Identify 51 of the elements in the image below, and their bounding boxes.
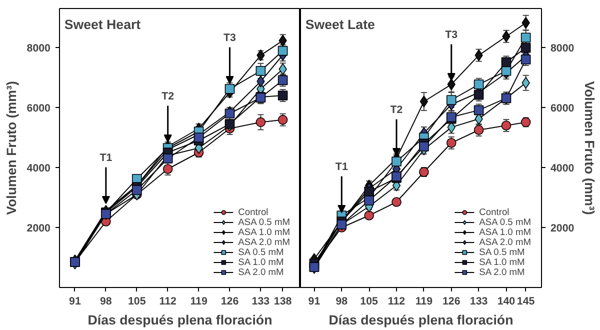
x-tick-label: 140 bbox=[497, 296, 516, 308]
legend-label: ASA 1.0 mM bbox=[479, 227, 531, 237]
x-tick-label: 112 bbox=[388, 296, 406, 308]
x-tick-label: 126 bbox=[220, 296, 239, 308]
y-tick-label: 8000 bbox=[26, 42, 51, 54]
legend-label: SA 1.0 mM bbox=[479, 257, 525, 267]
y-tick-label: 6000 bbox=[26, 102, 51, 114]
y-tick-label: 2000 bbox=[26, 222, 51, 234]
x-tick-label: 105 bbox=[360, 296, 378, 308]
y-tick-label: 6000 bbox=[550, 102, 574, 114]
legend-label: SA 1.0 mM bbox=[238, 257, 284, 267]
x-tick-label: 119 bbox=[415, 296, 433, 308]
x-tick-label: 133 bbox=[470, 296, 488, 308]
x-tick-label: 98 bbox=[336, 296, 348, 308]
legend-label: ASA 2.0 mM bbox=[238, 237, 290, 247]
text: Sweet Late bbox=[305, 16, 375, 32]
y-tick-label: 4000 bbox=[550, 162, 574, 174]
x-tick-label: 126 bbox=[442, 296, 460, 308]
y-tick-label: 4000 bbox=[26, 162, 51, 174]
legend-label: ASA 0.5 mM bbox=[479, 217, 531, 227]
legend-label: ASA 1.0 mM bbox=[238, 227, 290, 237]
annotation: T3 bbox=[445, 29, 458, 42]
x-tick-label: 145 bbox=[516, 296, 535, 308]
y-tick-label: 8000 bbox=[550, 42, 574, 54]
x-axis-title: Días después plena floración bbox=[328, 312, 514, 328]
x-tick-label: 91 bbox=[308, 296, 320, 308]
x-tick-label: 112 bbox=[159, 296, 177, 308]
x-tick-label: 91 bbox=[69, 296, 81, 308]
text: Sweet Heart bbox=[64, 16, 142, 32]
legend-label: SA 0.5 mM bbox=[479, 247, 525, 257]
x-tick-label: 133 bbox=[252, 296, 270, 308]
legend-label: SA 2.0 mM bbox=[479, 267, 525, 277]
x-tick-label: 98 bbox=[100, 296, 112, 308]
legend-label: SA 0.5 mM bbox=[238, 247, 284, 257]
x-tick-label: 119 bbox=[190, 296, 208, 308]
y-axis-title: Volumen Fruto (mm³) bbox=[4, 81, 19, 215]
legend-label: SA 2.0 mM bbox=[238, 267, 284, 277]
annotation: T2 bbox=[390, 104, 403, 116]
legend-label: ASA 0.5 mM bbox=[238, 217, 290, 227]
legend-label: Control bbox=[479, 207, 510, 217]
x-axis-title: Días después plena floración bbox=[88, 312, 272, 328]
y-tick-label: 2000 bbox=[550, 222, 574, 234]
legend-label: ASA 2.0 mM bbox=[479, 237, 531, 247]
y-axis-title: Volumen Fruto (mm³) bbox=[582, 81, 598, 215]
x-tick-label: 105 bbox=[128, 296, 146, 308]
legend-label: Control bbox=[238, 207, 268, 217]
annotation: T3 bbox=[224, 32, 236, 44]
x-tick-label: 138 bbox=[274, 296, 292, 308]
annotation: T2 bbox=[162, 90, 174, 103]
annotation: T1 bbox=[335, 161, 348, 174]
annotation: T1 bbox=[100, 152, 112, 164]
